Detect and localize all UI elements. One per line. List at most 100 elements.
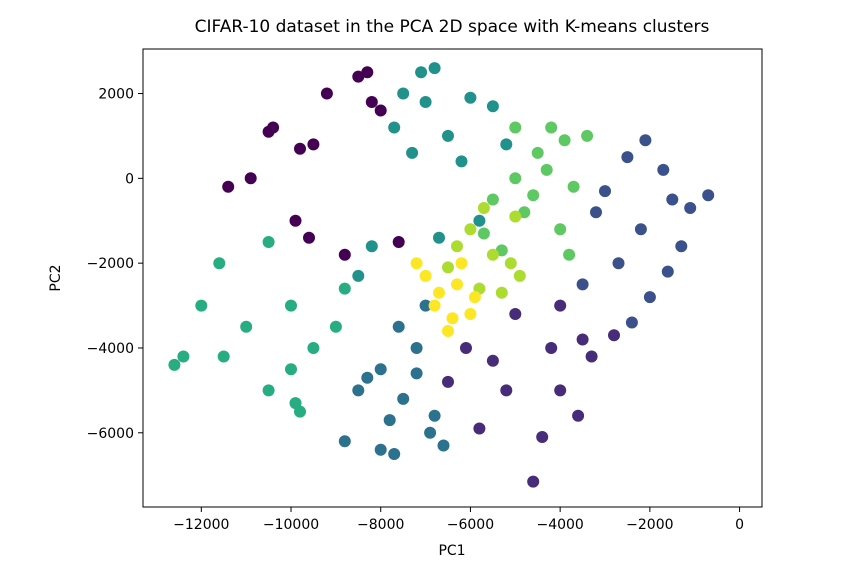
scatter-point-cluster-8 xyxy=(468,291,481,304)
scatter-point-cluster-1 xyxy=(527,475,540,488)
y-tick-label: 0 xyxy=(125,171,134,187)
scatter-point-cluster-4 xyxy=(406,146,419,159)
scatter-point-cluster-4 xyxy=(397,87,410,100)
scatter-point-cluster-3 xyxy=(374,363,387,376)
plot-frame xyxy=(142,48,763,508)
scatter-point-cluster-0 xyxy=(244,172,257,185)
scatter-point-cluster-5 xyxy=(289,397,302,410)
scatter-point-cluster-3 xyxy=(374,443,387,456)
scatter-point-cluster-3 xyxy=(419,299,432,312)
scatter-point-cluster-2 xyxy=(666,193,679,206)
scatter-point-cluster-6 xyxy=(527,189,540,202)
scatter-point-cluster-1 xyxy=(608,329,620,342)
scatter-point-cluster-5 xyxy=(285,299,297,312)
x-tick-label: −10000 xyxy=(263,517,319,533)
scatter-point-cluster-4 xyxy=(433,231,445,244)
scatter-point-cluster-3 xyxy=(424,426,437,439)
scatter-point-cluster-0 xyxy=(365,96,378,108)
scatter-point-cluster-5 xyxy=(217,350,230,363)
scatter-point-cluster-1 xyxy=(460,342,472,354)
scatter-point-cluster-3 xyxy=(437,439,450,452)
scatter-point-cluster-8 xyxy=(455,257,468,270)
scatter-point-cluster-5 xyxy=(213,257,226,270)
scatter-point-cluster-7 xyxy=(495,286,508,299)
scatter-point-cluster-7 xyxy=(509,210,522,223)
scatter-point-cluster-4 xyxy=(419,96,432,108)
y-tick-label: −4000 xyxy=(87,341,134,357)
scatter-point-cluster-8 xyxy=(433,286,445,299)
scatter-point-cluster-6 xyxy=(509,121,522,134)
chart-title: CIFAR-10 dataset in the PCA 2D space wit… xyxy=(195,17,710,37)
scatter-point-cluster-0 xyxy=(361,66,374,79)
scatter-point-cluster-0 xyxy=(352,70,365,83)
scatter-point-cluster-2 xyxy=(675,240,688,253)
y-axis: 2000 0 −2000 −4000 −6000 xyxy=(87,87,143,442)
scatter-point-cluster-7 xyxy=(504,257,517,270)
scatter-point-cluster-5 xyxy=(195,299,208,312)
scatter-point-cluster-4 xyxy=(415,66,428,79)
scatter-point-cluster-4 xyxy=(500,138,513,151)
x-tick-label: −8000 xyxy=(357,517,404,533)
scatter-point-cluster-7 xyxy=(477,202,490,214)
scatter-point-cluster-3 xyxy=(397,392,410,405)
scatter-point-cluster-3 xyxy=(388,448,401,460)
scatter-point-cluster-8 xyxy=(419,269,432,282)
scatter-point-cluster-0 xyxy=(222,180,235,193)
scatter-point-cluster-1 xyxy=(486,354,499,367)
scatter-point-cluster-5 xyxy=(262,384,275,397)
scatter-point-cluster-0 xyxy=(307,138,320,151)
scatter-point-cluster-1 xyxy=(576,333,589,346)
x-tick-label: −12000 xyxy=(173,517,229,533)
scatter-point-cluster-7 xyxy=(486,248,499,261)
scatter-point-cluster-8 xyxy=(442,325,454,337)
scatter-point-cluster-6 xyxy=(545,121,558,134)
scatter-point-cluster-1 xyxy=(536,431,549,443)
scatter-point-cluster-0 xyxy=(267,121,280,134)
scatter-point-cluster-6 xyxy=(563,248,576,261)
scatter-point-cluster-6 xyxy=(554,223,567,236)
scatter-point-cluster-4 xyxy=(428,62,441,75)
scatter-point-cluster-6 xyxy=(486,193,499,206)
scatter-point-cluster-5 xyxy=(177,350,190,363)
scatter-point-cluster-3 xyxy=(383,414,396,427)
scatter-point-cluster-7 xyxy=(451,240,463,253)
scatter-point-cluster-7 xyxy=(442,261,454,274)
scatter-point-cluster-4 xyxy=(486,100,499,113)
scatter-point-cluster-2 xyxy=(625,316,638,329)
scatter-point-cluster-4 xyxy=(442,129,454,142)
scatter-point-cluster-5 xyxy=(338,282,351,295)
scatter-point-cluster-3 xyxy=(352,384,365,397)
scatter-point-cluster-4 xyxy=(455,155,468,168)
scatter-point-cluster-0 xyxy=(303,231,315,244)
scatter-point-cluster-1 xyxy=(442,375,454,388)
scatter-point-cluster-5 xyxy=(240,320,253,333)
scatter-point-cluster-1 xyxy=(545,342,558,354)
x-axis-label: PC1 xyxy=(438,543,465,559)
scatter-point-cluster-4 xyxy=(464,91,477,104)
scatter-point-cluster-2 xyxy=(576,278,589,291)
scatter-point-cluster-2 xyxy=(612,257,625,270)
scatter-point-cluster-0 xyxy=(320,87,333,100)
scatter-point-cluster-6 xyxy=(567,180,580,193)
scatter-point-cluster-2 xyxy=(657,163,670,176)
scatter-point-cluster-6 xyxy=(477,227,490,240)
scatter-point-cluster-0 xyxy=(338,248,351,261)
scatter-point-cluster-6 xyxy=(581,129,594,142)
scatter-point-cluster-1 xyxy=(572,409,585,422)
scatter-point-cluster-2 xyxy=(702,189,715,202)
scatter-point-cluster-5 xyxy=(168,358,181,371)
scatter-point-cluster-3 xyxy=(428,409,441,422)
scatter-point-cluster-2 xyxy=(599,185,611,198)
scatter-point-cluster-2 xyxy=(590,206,602,219)
scatter-point-cluster-0 xyxy=(374,104,387,117)
x-tick-label: 0 xyxy=(735,517,744,533)
scatter-point-cluster-4 xyxy=(352,269,365,282)
scatter-point-cluster-0 xyxy=(294,142,306,155)
y-axis-label: PC2 xyxy=(48,264,64,291)
scatter-point-cluster-1 xyxy=(509,308,522,320)
points-layer xyxy=(168,62,715,488)
x-tick-label: −4000 xyxy=(536,517,583,533)
scatter-point-cluster-2 xyxy=(643,291,656,304)
scatter-point-cluster-3 xyxy=(410,367,423,380)
